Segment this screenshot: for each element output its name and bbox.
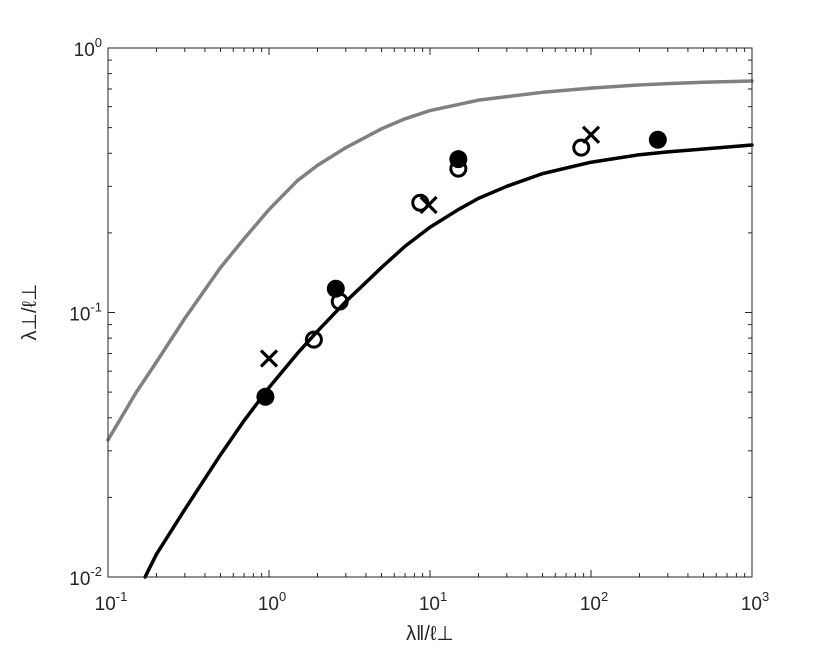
x-tick-label: 10-1 (95, 589, 128, 615)
y-tick-label: 10-1 (69, 300, 102, 326)
cross-point (581, 125, 601, 144)
x-tick-label: 101 (419, 589, 447, 615)
data-points (256, 125, 667, 406)
cross-stroke (419, 195, 438, 215)
filled-circle-point (256, 387, 275, 406)
y-axis-label: λ⊥/ℓ⊥ (19, 284, 41, 341)
plot-area (108, 48, 752, 577)
x-tick-label: 102 (580, 589, 608, 615)
lower-curve (143, 143, 754, 579)
cross-point (419, 195, 438, 215)
open-circle-point (304, 330, 323, 349)
upper-curve (106, 79, 754, 442)
axes-box (107, 47, 753, 578)
filled-circle-point (648, 130, 667, 149)
y-tick-label: 100 (74, 35, 102, 61)
cross-stroke (259, 349, 279, 368)
x-tick-label: 103 (741, 589, 769, 615)
ticks (107, 47, 753, 578)
cross-stroke (581, 125, 601, 144)
x-tick-label: 100 (258, 589, 286, 615)
open-circle-point (449, 159, 468, 178)
x-axis-label: λ‖/ℓ⊥ (406, 623, 454, 645)
cross-point (259, 349, 279, 368)
open-circle-point (330, 292, 349, 311)
open-circle-point (572, 138, 591, 157)
fit-curves (106, 79, 754, 579)
y-tick-label: 10-2 (69, 564, 102, 590)
